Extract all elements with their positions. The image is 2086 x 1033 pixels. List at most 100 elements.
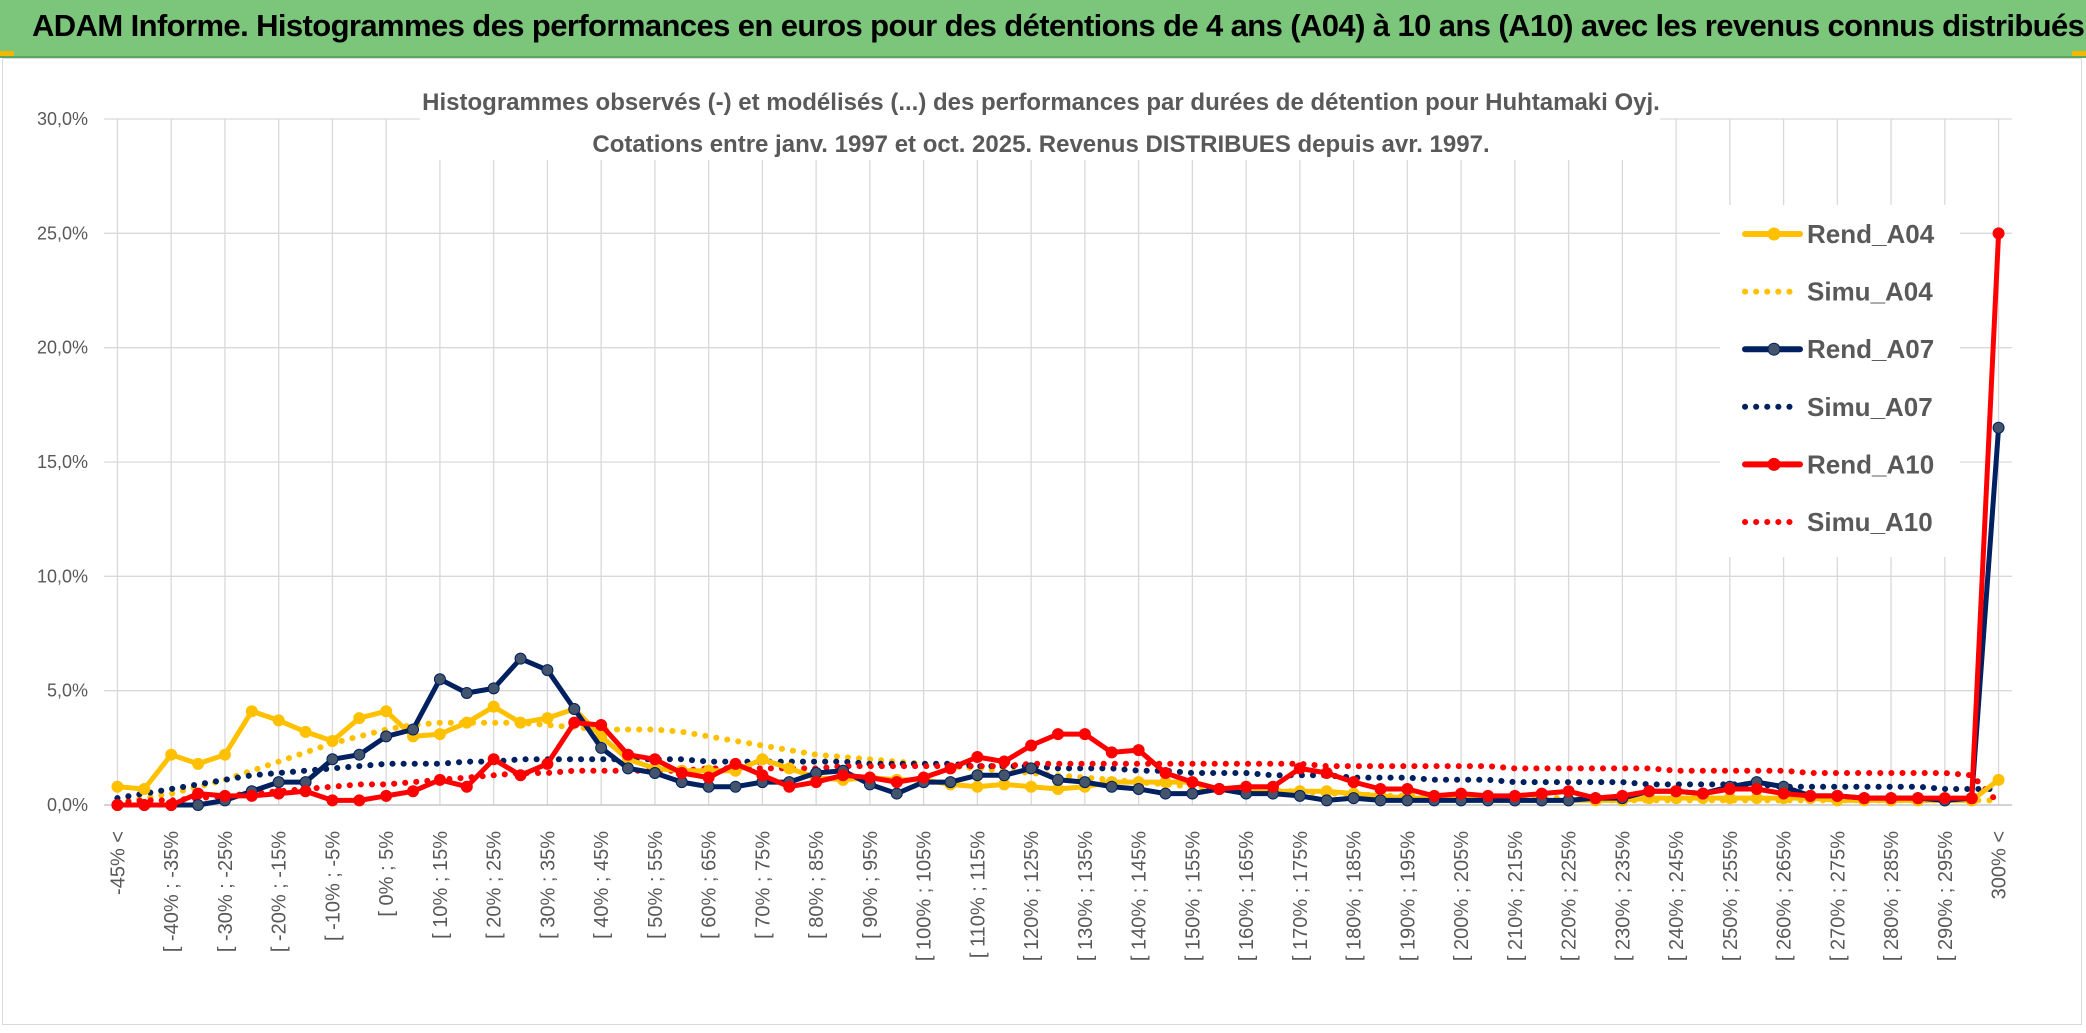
data-point-rend-a07 xyxy=(353,748,366,761)
y-axis: 0,0% 5,0% 10,0% 15,0% 20,0% 25,0% 30,0% xyxy=(37,109,88,815)
data-point-rend-a10 xyxy=(245,789,258,802)
data-point-rend-a10 xyxy=(1105,746,1118,759)
data-point-rend-a10 xyxy=(487,753,500,766)
data-point-rend-a10 xyxy=(1374,782,1387,795)
data-point-rend-a10 xyxy=(810,776,823,789)
data-point-rend-a10 xyxy=(541,757,554,770)
data-point-rend-a10 xyxy=(1670,785,1683,798)
data-point-rend-a10 xyxy=(998,755,1011,768)
y-tick-label: 25,0% xyxy=(37,223,88,243)
data-point-rend-a04 xyxy=(1025,780,1038,793)
y-tick-label: 5,0% xyxy=(47,681,88,701)
legend-label: Rend_A10 xyxy=(1807,449,1934,479)
x-tick-label: [ 250% ; 255% xyxy=(1720,831,1742,961)
data-point-rend-a10 xyxy=(218,789,231,802)
x-tick-label: [ 130% ; 135% xyxy=(1075,831,1097,961)
x-tick-label: [ 0% ; 5% xyxy=(376,831,398,917)
chart-titles: Histogrammes observés (-) et modélisés (… xyxy=(420,82,1660,160)
x-tick-label: [ 10% ; 15% xyxy=(430,831,452,939)
x-tick-label: [ 30% ; 35% xyxy=(537,831,559,939)
series-line-rend-a07 xyxy=(114,425,2002,808)
data-point-rend-a10 xyxy=(1428,789,1441,802)
data-point-rend-a04 xyxy=(245,705,258,718)
x-tick-label: [ -10% ; -5% xyxy=(322,831,344,941)
x-tick-label: [ 280% ; 285% xyxy=(1881,831,1903,961)
data-point-rend-a07 xyxy=(1159,787,1172,800)
x-tick-label: [ -30% ; -25% xyxy=(215,831,237,952)
data-point-rend-a10 xyxy=(1616,789,1629,802)
data-point-rend-a04 xyxy=(514,716,527,729)
x-tick-label: [ 190% ; 195% xyxy=(1397,831,1419,961)
data-point-rend-a04 xyxy=(541,712,554,725)
data-point-rend-a10 xyxy=(1025,739,1038,752)
data-point-rend-a10 xyxy=(1938,792,1951,805)
data-point-rend-a10 xyxy=(433,773,446,786)
corner-mark-left xyxy=(0,51,14,56)
data-point-rend-a04 xyxy=(460,716,473,729)
data-point-rend-a07 xyxy=(729,780,742,793)
legend-box xyxy=(1720,205,1960,557)
data-point-rend-a10 xyxy=(702,771,715,784)
chart-frame xyxy=(2,58,2082,1025)
data-point-rend-a07 xyxy=(433,673,446,686)
chart-title: Histogrammes observés (-) et modélisés (… xyxy=(422,89,1660,116)
data-point-rend-a10 xyxy=(1293,762,1306,775)
data-point-rend-a07 xyxy=(998,769,1011,782)
legend-label: Simu_A04 xyxy=(1807,277,1933,307)
data-point-rend-a10 xyxy=(1535,787,1548,800)
y-tick-label: 15,0% xyxy=(37,452,88,472)
data-point-rend-a10 xyxy=(1078,728,1091,741)
data-point-rend-a10 xyxy=(1266,780,1279,793)
data-point-rend-a07 xyxy=(944,776,957,789)
data-point-rend-a10 xyxy=(944,762,957,775)
title-backdrop xyxy=(420,82,1660,160)
x-tick-label: [ -20% ; -15% xyxy=(269,831,291,952)
data-point-rend-a10 xyxy=(1643,785,1656,798)
data-point-rend-a10 xyxy=(1777,787,1790,800)
data-point-rend-a10 xyxy=(165,799,178,811)
data-point-rend-a07 xyxy=(192,799,205,811)
series-line-simu-a07 xyxy=(114,756,2002,802)
data-point-rend-a10 xyxy=(729,757,742,770)
data-point-rend-a10 xyxy=(1159,766,1172,779)
data-point-rend-a10 xyxy=(353,794,366,807)
data-point-rend-a07 xyxy=(1374,794,1387,807)
data-point-rend-a10 xyxy=(890,776,903,789)
data-point-rend-a04 xyxy=(165,748,178,761)
data-point-rend-a10 xyxy=(1911,792,1924,805)
data-point-rend-a04 xyxy=(433,728,446,741)
report-title: ADAM Informe. Histogrammes des performan… xyxy=(32,8,2085,43)
x-tick-label: [ 50% ; 55% xyxy=(645,831,667,939)
x-tick-label: [ 200% ; 205% xyxy=(1451,831,1473,961)
data-point-rend-a10 xyxy=(1589,792,1602,805)
data-point-rend-a10 xyxy=(299,785,312,798)
data-point-rend-a10 xyxy=(1240,780,1253,793)
x-tick-label: 300% < xyxy=(1989,831,2011,899)
data-point-rend-a04 xyxy=(299,725,312,738)
data-point-rend-a04 xyxy=(111,780,124,793)
data-point-rend-a07 xyxy=(1132,782,1145,795)
data-point-rend-a10 xyxy=(1831,789,1844,802)
data-point-rend-a10 xyxy=(1750,782,1763,795)
chart-subtitle: Cotations entre janv. 1997 et oct. 2025.… xyxy=(592,131,1489,158)
data-point-rend-a07 xyxy=(1105,780,1118,793)
data-point-rend-a04 xyxy=(971,780,984,793)
data-point-rend-a04 xyxy=(326,734,339,747)
data-point-rend-a10 xyxy=(622,748,635,761)
data-point-rend-a10 xyxy=(407,785,420,798)
data-point-rend-a04 xyxy=(138,782,151,795)
data-point-rend-a04 xyxy=(783,762,796,775)
data-point-rend-a04 xyxy=(272,714,285,727)
data-point-rend-a10 xyxy=(514,769,527,782)
data-point-rend-a10 xyxy=(783,780,796,793)
data-point-rend-a07 xyxy=(890,787,903,800)
series-line-rend-a10 xyxy=(114,230,2002,808)
x-tick-label: -45% < xyxy=(107,831,129,895)
data-point-rend-a10 xyxy=(192,787,205,800)
data-point-rend-a07 xyxy=(648,766,661,779)
series-line-simu-a10 xyxy=(114,760,2002,806)
data-point-rend-a07 xyxy=(622,762,635,775)
x-tick-label: [ -40% ; -35% xyxy=(161,831,183,952)
y-tick-label: 10,0% xyxy=(37,566,88,586)
data-point-rend-a07 xyxy=(326,753,339,766)
